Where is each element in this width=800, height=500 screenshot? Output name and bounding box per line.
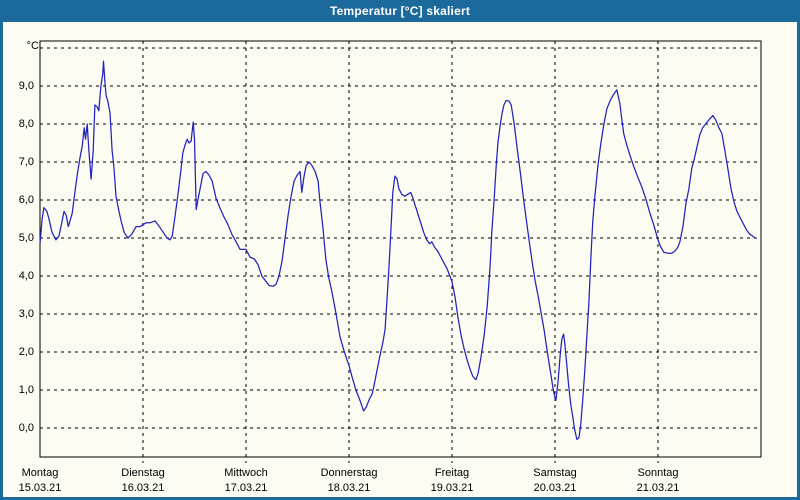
y-tick-label: 9,0 xyxy=(18,80,34,92)
y-tick-label: 3,0 xyxy=(18,308,34,320)
x-weekday-label: Freitag xyxy=(434,467,470,479)
window-title: Temperatur [°C] skaliert xyxy=(329,4,471,18)
plot-border xyxy=(39,40,762,458)
x-date-label: 21.03.21 xyxy=(636,482,680,494)
y-tick-label: 1,0 xyxy=(18,384,34,396)
x-date-label: 20.03.21 xyxy=(533,482,577,494)
y-tick-label: 7,0 xyxy=(18,156,34,168)
y-tick-label: 0,0 xyxy=(18,422,34,434)
window-title-bar[interactable]: Temperatur [°C] skaliert xyxy=(0,0,800,22)
y-tick-label: 4,0 xyxy=(18,270,34,282)
x-date-label: 18.03.21 xyxy=(327,482,371,494)
x-weekday-label: Samstag xyxy=(533,467,577,479)
x-date-label: 16.03.21 xyxy=(121,482,165,494)
x-weekday-label: Mittwoch xyxy=(224,467,268,479)
chart-content-area xyxy=(3,22,797,497)
x-date-label: 15.03.21 xyxy=(18,482,62,494)
y-tick-label: 2,0 xyxy=(18,346,34,358)
x-weekday-label: Sonntag xyxy=(637,467,679,479)
x-date-label: 19.03.21 xyxy=(430,482,474,494)
x-date-label: 17.03.21 xyxy=(224,482,268,494)
x-weekday-label: Donnerstag xyxy=(320,467,378,479)
y-axis-unit-label: °C xyxy=(26,40,39,52)
x-weekday-label: Montag xyxy=(21,467,59,479)
x-weekday-label: Dienstag xyxy=(121,467,165,479)
y-tick-label: 6,0 xyxy=(18,194,34,206)
y-tick-label: 5,0 xyxy=(18,232,34,244)
temperature-line xyxy=(39,60,756,441)
y-tick-label: 8,0 xyxy=(18,118,34,130)
